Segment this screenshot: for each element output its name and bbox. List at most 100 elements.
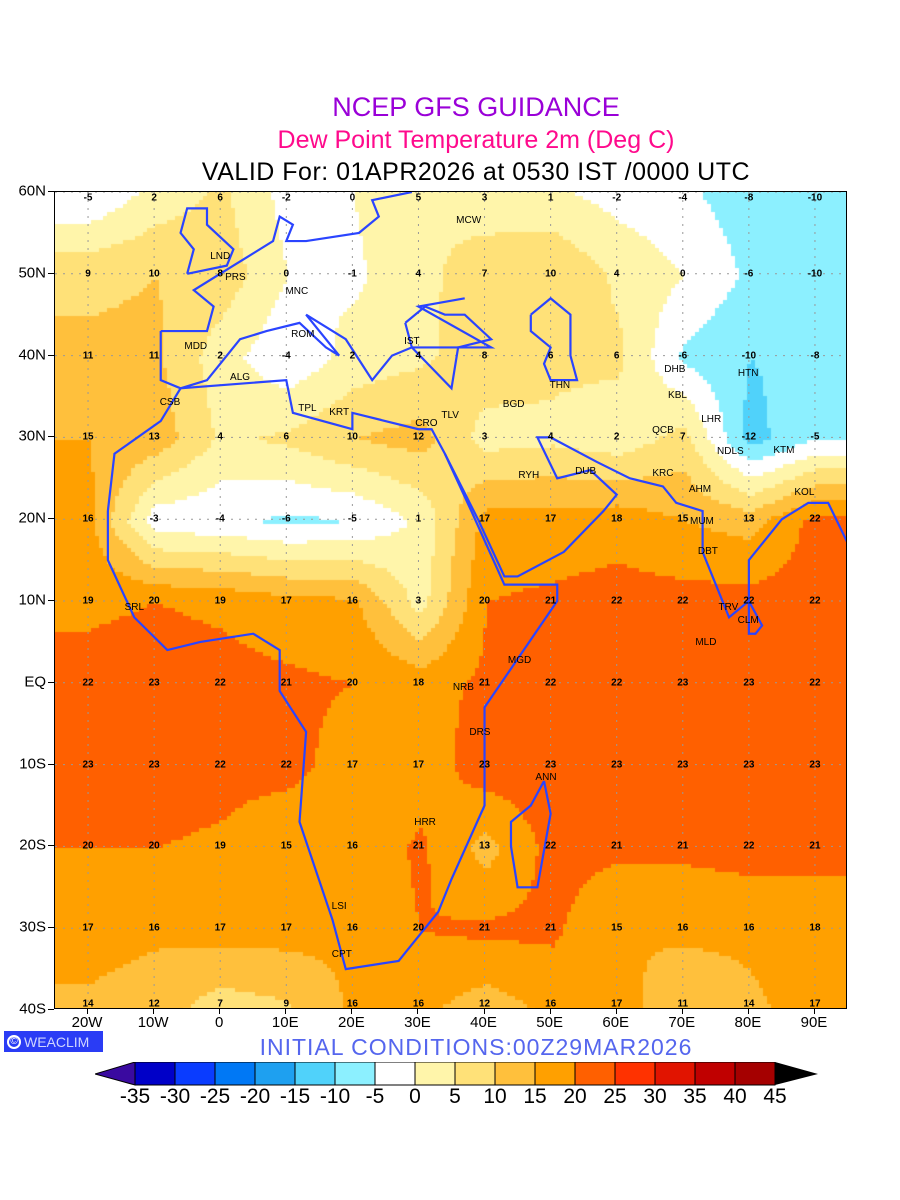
station-label: IST: [404, 336, 420, 348]
grid-value: 23: [677, 759, 689, 771]
grid-value: 21: [545, 922, 557, 934]
station-label: TLV: [441, 410, 459, 422]
grid-value: 22: [743, 595, 755, 607]
grid-value: -6: [678, 350, 688, 362]
colorbar-label: -35: [119, 1085, 151, 1108]
grid-value: 23: [677, 677, 689, 689]
longitude-tick: [813, 1009, 815, 1014]
grid-value: 16: [677, 922, 689, 934]
longitude-tick: [351, 1009, 353, 1014]
grid-value: 17: [214, 922, 226, 934]
latitude-label: 20S: [19, 836, 46, 854]
grid-value: 9: [283, 998, 290, 1009]
grid-value: 4: [547, 431, 554, 443]
station-label: TRV: [718, 602, 739, 614]
grid-value: 15: [611, 922, 623, 934]
grid-value: 18: [412, 677, 425, 689]
longitude-tick: [219, 1009, 221, 1014]
station-label: ANN: [535, 772, 557, 784]
grid-value: -4: [281, 350, 291, 362]
grid-value: 22: [214, 759, 226, 771]
grid-value: 6: [217, 192, 223, 204]
station-label: AHM: [688, 483, 712, 495]
grid-value: 17: [346, 759, 358, 771]
map-overlay: [55, 192, 846, 1008]
grid-value: 0: [680, 268, 686, 280]
latitude-tick: [48, 681, 54, 683]
station-label: THN: [549, 379, 571, 391]
grid-value: 22: [280, 759, 292, 771]
grid-value: 6: [613, 350, 620, 362]
grid-value: 4: [217, 431, 223, 443]
grid-value: -3: [149, 513, 159, 525]
caspian-coastline: [529, 296, 579, 382]
latitude-label: 20N: [18, 509, 46, 527]
grid-value: 1: [547, 192, 554, 204]
latitude-tick: [48, 600, 54, 601]
latitude-label: 40S: [19, 1000, 46, 1018]
station-label: KBL: [668, 389, 687, 401]
colorbar-label: 35: [683, 1085, 707, 1108]
grid-value: 21: [478, 677, 491, 689]
grid-value: 16: [743, 922, 755, 934]
colorbar-swatch: [614, 1062, 656, 1086]
colorbar-over-arrow: [775, 1062, 818, 1085]
grid-value: 23: [743, 677, 755, 689]
grid-value: 16: [545, 998, 557, 1009]
latitude-tick: [48, 436, 54, 438]
longitude-tick: [483, 1009, 485, 1014]
latitude-tick: [48, 1009, 54, 1010]
grid-value: 2: [349, 350, 356, 362]
longitude-tick: [87, 1009, 89, 1014]
grid-value: 17: [545, 513, 557, 525]
colorbar-label: -20: [239, 1085, 271, 1108]
grid-value: 10: [346, 431, 358, 443]
grid-value: 12: [148, 998, 160, 1009]
grid-value: 4: [613, 268, 620, 280]
latitude-label: 30S: [19, 918, 46, 936]
station-label: SRL: [124, 602, 145, 614]
grid-value: 17: [611, 998, 623, 1009]
station-label: MUM: [690, 516, 714, 528]
longitude-label: 70E: [668, 1014, 696, 1031]
latitude-label: 30N: [18, 427, 46, 445]
grid-value: 22: [809, 595, 821, 607]
longitude-label: 80E: [734, 1014, 762, 1031]
grid-value: 13: [743, 513, 755, 525]
grid-value: 22: [82, 677, 94, 689]
grid-value: 23: [611, 759, 623, 771]
colorbar-swatch: [374, 1062, 416, 1086]
grid-value: 16: [346, 840, 358, 852]
grid-value: 6: [547, 350, 554, 362]
blacksea-coastline: [404, 305, 494, 349]
station-label: ALG: [230, 371, 251, 383]
station-label: DHB: [664, 364, 686, 376]
grid-value: 16: [346, 595, 358, 607]
station-label: MGD: [507, 655, 532, 667]
grid-value: 22: [677, 595, 689, 607]
longitude-tick: [615, 1009, 617, 1014]
grid-value: 0: [283, 268, 290, 280]
colorbar-label: 15: [523, 1085, 547, 1108]
grid-value: 22: [611, 595, 623, 607]
latitude-tick: [48, 354, 54, 356]
station-label: DUB: [575, 465, 597, 477]
grid-value: 16: [148, 922, 160, 934]
station-label: LSI: [331, 900, 347, 912]
longitude-tick: [549, 1009, 551, 1014]
station-label: DBT: [697, 545, 718, 557]
grid-value: 21: [677, 840, 689, 852]
station-label: CPT: [331, 949, 352, 961]
longitude-label: 50E: [536, 1014, 563, 1031]
station-label: HRR: [414, 817, 436, 829]
longitude-tick: [417, 1009, 419, 1014]
badge-label: WEACLIM: [24, 1033, 90, 1050]
grid-value: -4: [215, 513, 225, 525]
grid-value: 22: [611, 677, 623, 689]
station-label: RYH: [518, 469, 540, 481]
grid-value: 12: [478, 998, 491, 1009]
grid-value: 22: [809, 513, 821, 525]
grid-value: 10: [545, 268, 557, 280]
grid-value: 21: [545, 595, 557, 607]
longitude-label: 10W: [137, 1014, 169, 1031]
